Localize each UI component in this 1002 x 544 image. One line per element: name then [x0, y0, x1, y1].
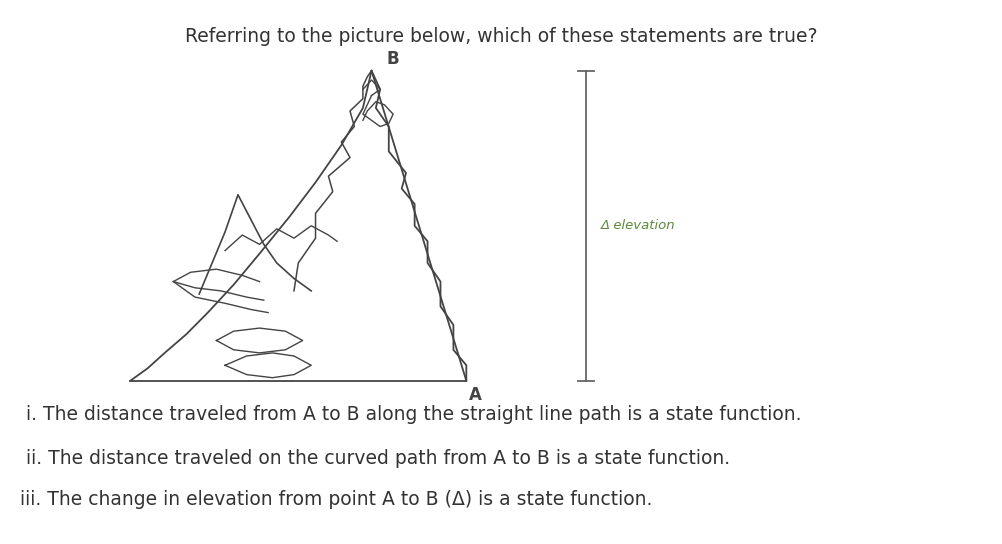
Text: Δ elevation: Δ elevation	[601, 219, 675, 232]
Text: B: B	[387, 50, 399, 68]
Text: ii. The distance traveled on the curved path from A to B is a state function.: ii. The distance traveled on the curved …	[20, 449, 730, 468]
Text: Referring to the picture below, which of these statements are true?: Referring to the picture below, which of…	[184, 27, 818, 46]
Text: A: A	[469, 386, 482, 404]
Text: i. The distance traveled from A to B along the straight line path is a state fun: i. The distance traveled from A to B alo…	[20, 405, 802, 424]
Text: iii. The change in elevation from point A to B (Δ) is a state function.: iii. The change in elevation from point …	[20, 490, 652, 509]
